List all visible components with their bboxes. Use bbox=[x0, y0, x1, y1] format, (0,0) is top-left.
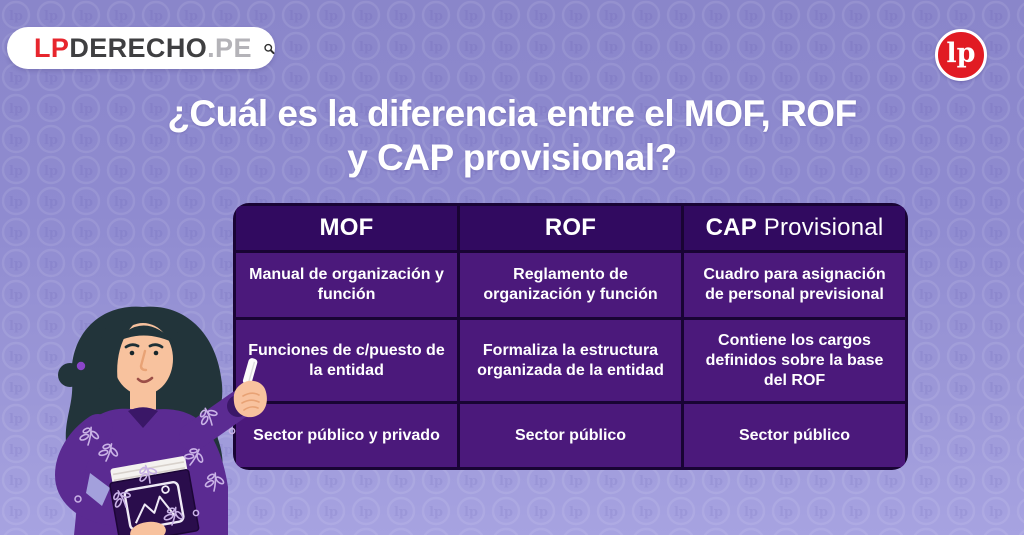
table-header-mof: MOF bbox=[236, 206, 457, 250]
table-header-rof: ROF bbox=[460, 206, 681, 250]
table-cell-r3c1: Sector público y privado bbox=[236, 404, 457, 467]
table-cell-r3c2: Sector público bbox=[460, 404, 681, 467]
mouth bbox=[136, 376, 154, 384]
lp-logo-badge: lp bbox=[935, 29, 987, 81]
woman-teacher-illustration bbox=[55, 306, 267, 535]
title-line-2: y CAP provisional? bbox=[347, 137, 677, 179]
holding-hand bbox=[130, 521, 166, 535]
table-cell-r1c2: Reglamento de organización y función bbox=[460, 253, 681, 317]
brand-pe-text: .PE bbox=[207, 32, 252, 63]
table-header-cap: CAP Provisional bbox=[684, 206, 905, 250]
title-line-1: ¿Cuál es la diferencia entre el MOF, ROF bbox=[167, 93, 857, 134]
lp-logo-text: lp bbox=[946, 38, 976, 69]
table-cell-r1c1: Manual de organización y función bbox=[236, 253, 457, 317]
book-mountains bbox=[134, 495, 177, 524]
search-icon[interactable] bbox=[263, 34, 275, 64]
comparison-table: MOF ROF CAP Provisional Manual de organi… bbox=[233, 203, 908, 470]
book-sun bbox=[161, 485, 170, 494]
arm-gap bbox=[86, 473, 110, 506]
hair-bun bbox=[58, 363, 82, 387]
page-title: ¿Cuál es la diferencia entre el MOF, ROF… bbox=[0, 92, 1024, 181]
pointing-hand bbox=[233, 380, 267, 418]
brand-pill[interactable]: LP DERECHO .PE bbox=[7, 27, 275, 69]
nose bbox=[139, 349, 148, 372]
table-cell-r3c3: Sector público bbox=[684, 404, 905, 467]
brand-lp-text: LP bbox=[34, 32, 70, 63]
brand-derecho-text: DERECHO bbox=[69, 32, 208, 63]
hair-tie bbox=[76, 361, 86, 371]
table-cell-r2c3: Contiene los cargos definidos sobre la b… bbox=[684, 320, 905, 401]
table-cell-r2c2: Formaliza la estructura organizada de la… bbox=[460, 320, 681, 401]
collar bbox=[128, 407, 158, 428]
table-cell-r1c3: Cuadro para asignación de personal previ… bbox=[684, 253, 905, 317]
table-cell-r2c1: Funciones de c/puesto de la entidad bbox=[236, 320, 457, 401]
